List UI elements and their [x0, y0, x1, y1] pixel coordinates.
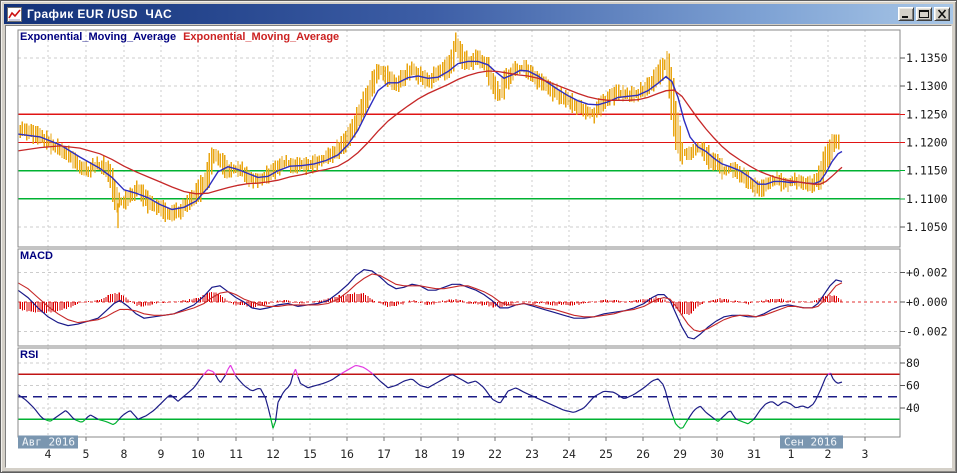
panel-grid-2	[18, 348, 900, 437]
date-label: 31	[747, 447, 761, 461]
close-button[interactable]	[934, 7, 950, 21]
date-label: 18	[414, 447, 428, 461]
series-line	[17, 273, 843, 333]
series-line	[17, 70, 843, 195]
y-axis-label: 60	[906, 379, 920, 393]
date-label: 30	[710, 447, 724, 461]
date-label: 15	[303, 447, 317, 461]
panel-frame-2: 80 60 40	[17, 347, 920, 438]
ema-fast-label: Exponential_Moving_Average	[20, 31, 177, 43]
y-axis-label: 40	[906, 401, 920, 415]
rsi-panel-label: RSI	[20, 349, 39, 361]
date-axis: 4 5 8 9 10 11 12 15 16 17 18 19 22 23 24 25 26 29 30 31 1 2 3А…	[18, 435, 869, 461]
date-label: 8	[121, 447, 128, 461]
ema-slow-label: Exponential_Moving_Average	[183, 31, 340, 43]
month-badge-label: Сен 2016	[784, 436, 837, 449]
window-controls	[898, 7, 950, 21]
price-bars	[17, 32, 840, 222]
date-label: 17	[377, 447, 391, 461]
panel-grid-1	[18, 249, 900, 346]
month-badge	[780, 435, 843, 449]
date-label: 4	[45, 447, 52, 461]
y-axis-label: 1.1300	[906, 79, 948, 93]
minimize-button[interactable]	[898, 7, 914, 21]
date-label: 26	[636, 447, 650, 461]
series-line	[17, 60, 843, 211]
y-axis-label: 1.1250	[906, 107, 948, 121]
rsi-line-mid	[17, 372, 843, 422]
date-label: 10	[191, 447, 205, 461]
date-label: 12	[266, 447, 280, 461]
month-badge-label: Авг 2016	[22, 436, 75, 449]
window-title: График EUR /USD ЧАС	[27, 7, 173, 21]
panel-frame-0: 1.1350 1.1300 1.1250 1.1200 1.1150 1.1100 1.10…	[17, 29, 948, 248]
y-axis-label: 80	[906, 356, 920, 370]
indicator-legend: Exponential_Moving_Average Exponential_M…	[20, 31, 339, 43]
chart-icon	[7, 6, 22, 22]
date-label: 16	[340, 447, 354, 461]
date-label: 2	[825, 447, 832, 461]
y-axis-label: 1.1350	[906, 51, 948, 65]
date-label: 23	[525, 447, 539, 461]
date-label: 1	[788, 447, 795, 461]
y-axis-label: +0.002	[906, 266, 948, 280]
date-label: 22	[488, 447, 502, 461]
y-axis-label: -0.002	[906, 325, 948, 339]
date-label: 29	[673, 447, 687, 461]
date-label: 24	[562, 447, 576, 461]
date-label: 9	[158, 447, 165, 461]
panel-grid-0	[18, 30, 900, 247]
date-label: 5	[83, 447, 90, 461]
panel-series-1	[17, 268, 843, 340]
panel-series-0	[17, 32, 843, 229]
close-icon	[937, 9, 947, 19]
panel-frame-1: +0.002 +0.000 -0.002	[17, 248, 948, 347]
title-bar[interactable]: График EUR /USD ЧАС	[4, 4, 953, 24]
maximize-icon	[919, 10, 929, 18]
minimize-icon	[902, 16, 908, 18]
date-label: 3	[862, 447, 869, 461]
month-badge	[18, 435, 78, 449]
y-axis-label: 1.1050	[906, 220, 948, 234]
y-axis-label: +0.000	[906, 295, 948, 309]
date-label: 19	[451, 447, 465, 461]
macd-panel-label: MACD	[20, 250, 53, 262]
y-axis-label: 1.1150	[906, 164, 948, 178]
rsi-line-over	[202, 364, 831, 378]
panel-series-2	[17, 364, 843, 429]
date-label: 25	[599, 447, 613, 461]
y-axis-label: 1.1100	[906, 192, 948, 206]
date-label: 11	[229, 447, 243, 461]
y-axis-label: 1.1200	[906, 136, 948, 150]
rsi-line-under	[45, 416, 754, 429]
maximize-button[interactable]	[916, 7, 932, 21]
